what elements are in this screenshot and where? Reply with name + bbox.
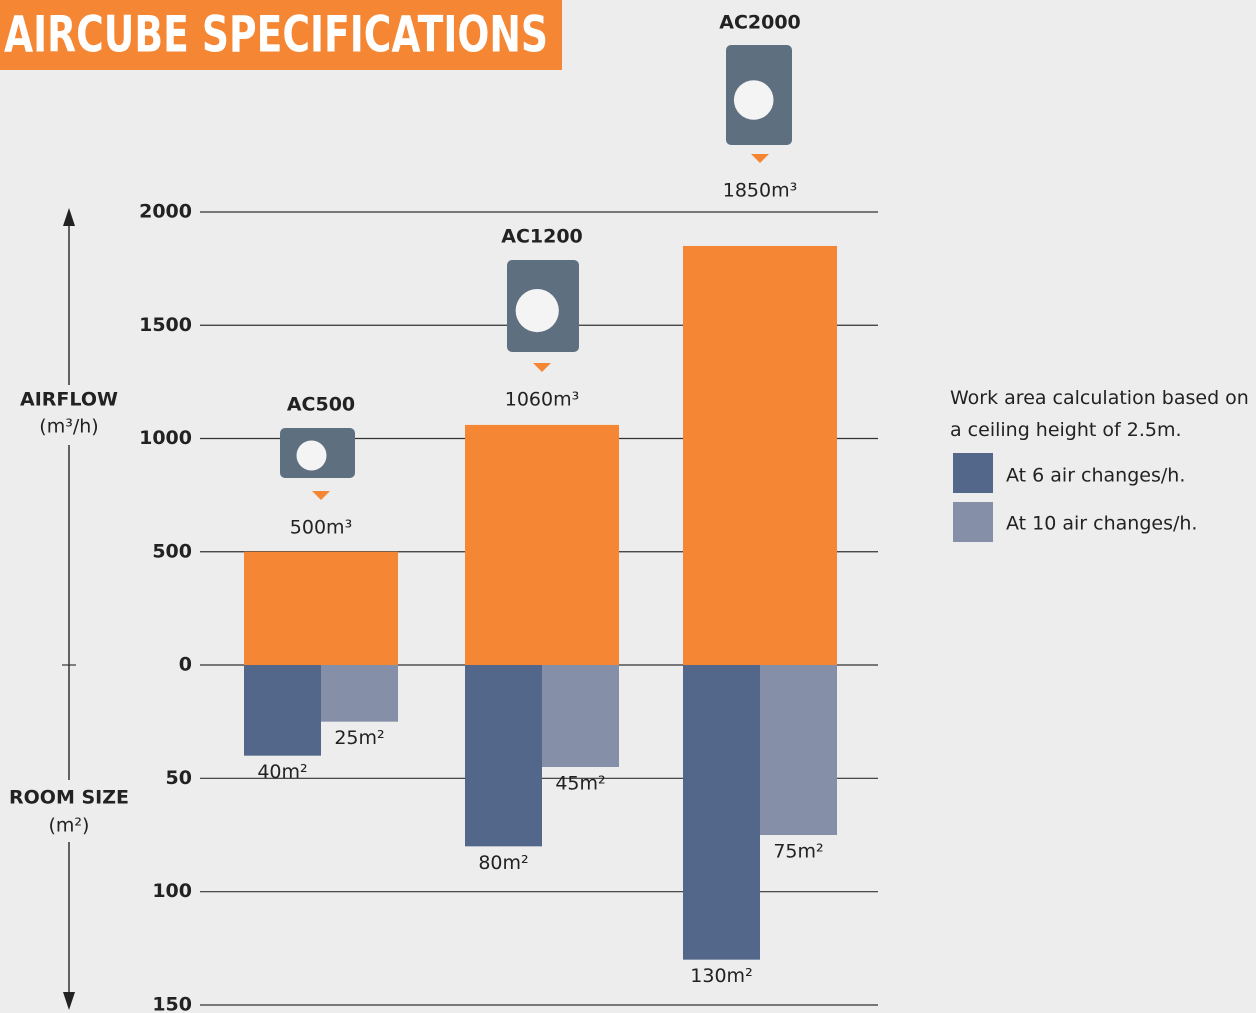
y-axis-label: AIRFLOW [20,389,118,411]
y2-tick-label: 100 [152,880,192,902]
pointer [312,491,330,500]
page: AIRCUBE SPECIFICATIONS AIRFLOW (m³/h) RO… [0,0,1256,1013]
y2-axis-label: ROOM SIZE [9,787,129,809]
value-label: 40m² [257,761,307,783]
y-tick-label: 0 [179,654,192,676]
y2-tick-label: 150 [152,994,192,1013]
pointer [533,363,551,372]
chart: AIRCUBE SPECIFICATIONS AIRFLOW (m³/h) RO… [0,0,1256,1013]
bar [244,665,321,756]
value-label: 75m² [773,841,823,863]
y-tick-label: 2000 [139,201,192,223]
bar [683,665,760,960]
category-label: AC500 [287,394,355,416]
chart-title: AIRCUBE SPECIFICATIONS [4,6,548,64]
arrow-head [63,208,75,226]
y-tick-label: 500 [152,540,192,562]
product-image [297,441,327,471]
bar [465,425,619,665]
bar [465,665,542,846]
legend-title-box: Work area calculation based on a ceiling… [950,382,1256,446]
legend-swatch [953,502,993,542]
value-label: 500m³ [290,517,352,539]
value-label: 80m² [478,852,528,874]
y-tick-label: 1500 [139,314,192,336]
category-label: AC2000 [719,12,801,34]
value-label: 45m² [555,773,605,795]
category-label: AC1200 [501,226,583,248]
bar [244,552,398,665]
bar [760,665,837,835]
legend-swatch [953,453,993,493]
arrow-head [63,992,75,1010]
pointer [751,154,769,163]
y2-tick-label: 50 [166,767,192,789]
legend-label: At 6 air changes/h. [1006,465,1185,487]
value-label: 1850m³ [723,180,797,202]
legend-title: Work area calculation based on a ceiling… [950,382,1256,446]
y-tick-label: 1000 [139,427,192,449]
product-image [734,80,774,120]
value-label: 25m² [334,727,384,749]
bar [683,246,837,665]
y2-axis-unit: (m²) [49,815,90,837]
value-label: 130m² [690,965,752,987]
product-image [516,289,559,332]
legend-label: At 10 air changes/h. [1006,513,1197,535]
bar [542,665,619,767]
bar [321,665,398,722]
y-axis-unit: (m³/h) [39,416,98,438]
value-label: 1060m³ [505,389,579,411]
